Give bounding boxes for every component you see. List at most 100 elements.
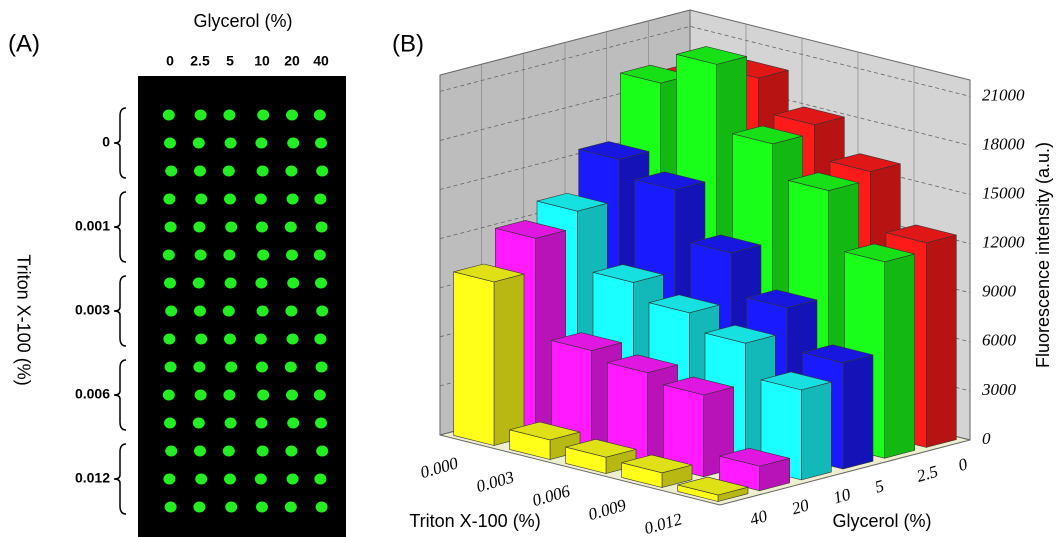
spot	[256, 222, 268, 233]
spot	[287, 474, 299, 485]
spot	[193, 362, 205, 373]
spot	[165, 222, 177, 233]
x-tick-label: 0.006	[530, 481, 572, 510]
spot	[287, 278, 299, 289]
brace	[114, 444, 126, 514]
spot	[256, 502, 268, 513]
column-label: 40	[313, 53, 329, 69]
y-tick-label: 10	[831, 484, 853, 507]
x-title: Triton X-100 (%)	[409, 511, 540, 531]
spot	[314, 250, 326, 261]
spot	[316, 166, 328, 177]
y-tick-label: 20	[789, 495, 811, 518]
spot	[223, 390, 235, 401]
bar-face	[801, 382, 831, 480]
spot	[257, 250, 269, 261]
spot	[314, 110, 326, 121]
spot	[287, 194, 299, 205]
spot	[223, 166, 235, 177]
z-tick-label: 15000	[982, 183, 1025, 202]
z-tick-label: 3000	[981, 380, 1017, 399]
z-tick-label: 12000	[982, 233, 1025, 252]
z-tick-label: 0	[982, 429, 991, 448]
spot	[256, 362, 268, 373]
spot	[163, 250, 175, 261]
spot	[194, 166, 206, 177]
spot	[225, 138, 237, 149]
spot	[316, 222, 328, 233]
column-label: 20	[284, 53, 300, 69]
spot	[286, 110, 298, 121]
spot	[165, 362, 177, 373]
brace	[114, 360, 126, 430]
column-label: 5	[226, 53, 234, 69]
spot	[223, 250, 235, 261]
spot	[165, 446, 177, 457]
spot	[195, 250, 207, 261]
spot	[255, 474, 267, 485]
spot	[164, 278, 176, 289]
spot	[255, 138, 267, 149]
spot	[195, 194, 207, 205]
spot	[194, 306, 206, 317]
panel-label: (A)	[8, 30, 40, 57]
spot	[315, 138, 327, 149]
spot	[315, 278, 327, 289]
spot	[195, 334, 207, 345]
spot	[285, 166, 297, 177]
spot	[316, 362, 328, 373]
spot	[164, 418, 176, 429]
z-tick-label: 9000	[982, 282, 1017, 301]
spot	[316, 502, 328, 513]
spot	[257, 166, 269, 177]
bar-face	[926, 235, 956, 447]
spot	[314, 334, 326, 345]
spot	[225, 502, 237, 513]
spot	[285, 446, 297, 457]
bar-face	[843, 355, 873, 469]
z-tick-label: 18000	[982, 134, 1025, 153]
spot	[316, 306, 328, 317]
spot	[257, 306, 269, 317]
y-title: Triton X-100 (%)	[13, 254, 33, 385]
spot	[193, 222, 205, 233]
spot	[164, 138, 176, 149]
spot	[257, 390, 269, 401]
spot	[225, 418, 237, 429]
spot	[195, 110, 207, 121]
spot	[163, 474, 175, 485]
spot	[257, 110, 269, 121]
spot	[225, 278, 237, 289]
spot	[193, 278, 205, 289]
spot	[255, 418, 267, 429]
row-label: 0.001	[75, 218, 110, 234]
spot	[316, 446, 328, 457]
spot	[255, 334, 267, 345]
spot	[286, 250, 298, 261]
bar	[454, 264, 524, 446]
spot	[286, 390, 298, 401]
spot	[223, 306, 235, 317]
x-title: Glycerol (%)	[193, 11, 292, 31]
spot	[165, 166, 177, 177]
spot	[193, 138, 205, 149]
spot	[163, 110, 175, 121]
spot	[314, 390, 326, 401]
brace	[114, 192, 126, 262]
spot	[163, 194, 175, 205]
x-tick-label: 0.000	[418, 453, 460, 482]
spot	[315, 418, 327, 429]
spot	[287, 334, 299, 345]
spot	[165, 306, 177, 317]
y-tick-label: 0	[956, 454, 970, 475]
spot	[225, 362, 237, 373]
spot	[195, 390, 207, 401]
spot	[223, 446, 235, 457]
spot	[163, 334, 175, 345]
spot	[224, 474, 236, 485]
x-tick-label: 0.003	[474, 467, 516, 496]
spot	[255, 278, 267, 289]
y-title: Glycerol (%)	[832, 511, 931, 531]
spot	[163, 390, 175, 401]
spot	[225, 222, 237, 233]
